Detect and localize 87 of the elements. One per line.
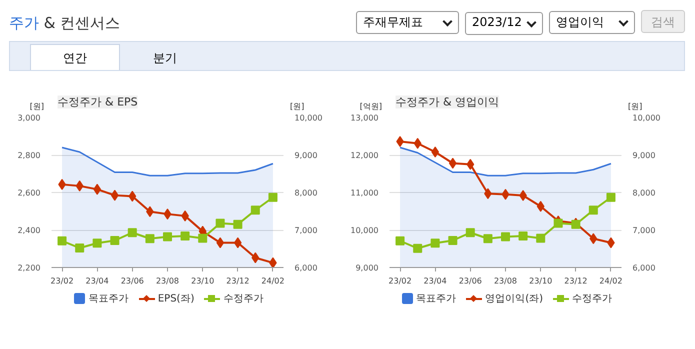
point: [413, 244, 422, 253]
point: [483, 234, 492, 244]
point: [180, 232, 190, 240]
point: [92, 238, 102, 248]
point: [519, 190, 527, 201]
point: [448, 236, 458, 245]
x-tick-label: 24/02: [599, 276, 622, 286]
y2-tick-label: 7,000: [632, 226, 656, 235]
y-tick-label: 2,200: [18, 264, 41, 272]
y-tick-label: 9,000: [356, 264, 379, 272]
y-axis-title: [원]: [28, 101, 44, 112]
y-tick-label: 12,000: [350, 151, 379, 160]
point: [431, 146, 440, 158]
point: [396, 136, 404, 147]
x-tick-label: 23/08: [156, 276, 180, 286]
y2-tick-label: 9,000: [632, 151, 656, 160]
point: [216, 218, 225, 228]
point: [250, 206, 260, 215]
point: [233, 220, 242, 229]
legend-label: 수정주가: [572, 293, 612, 304]
point: [588, 206, 598, 215]
x-tick-label: 23/12: [564, 276, 588, 286]
text: 주가 & 컨센서스: [9, 14, 120, 33]
y2-tick-label: 7,000: [294, 226, 318, 235]
x-tick-label: 23/02: [388, 276, 412, 286]
y-tick-label: 2,800: [18, 151, 41, 160]
point: [536, 234, 546, 243]
legend-label: 목표주가: [416, 293, 456, 304]
y-tick-label: 10,000: [350, 226, 379, 235]
point: [268, 192, 278, 202]
point: [430, 238, 440, 248]
x-tick-label: 23/10: [529, 276, 552, 286]
text: 연간: [30, 44, 120, 70]
y2-tick-label: 6,000: [294, 264, 318, 272]
y2-tick-label: 8,000: [294, 188, 318, 198]
y-tick-label: 2,400: [18, 226, 41, 235]
point: [269, 257, 277, 268]
y2-tick-label: 10,000: [632, 114, 660, 122]
point: [501, 232, 510, 242]
chart-title: 수정주가 & 영업이익: [396, 96, 500, 108]
y2-tick-label: 10,000: [294, 114, 322, 122]
y-tick-label: 3,000: [18, 114, 41, 122]
point: [606, 192, 616, 202]
legend-label: 목표주가: [88, 293, 129, 304]
point: [448, 158, 457, 169]
x-tick-label: 23/02: [50, 276, 74, 286]
point: [128, 228, 137, 238]
point: [396, 236, 405, 246]
x-tick-label: 23/06: [458, 276, 482, 286]
point: [110, 236, 120, 245]
y2-tick-label: 9,000: [294, 151, 318, 160]
y-tick-label: 13,000: [350, 114, 379, 122]
point: [466, 228, 475, 238]
x-tick-label: 24/02: [261, 276, 284, 286]
text: 검색: [641, 10, 685, 33]
point: [518, 232, 528, 240]
y2-tick-label: 8,000: [632, 188, 656, 198]
legend-label: EPS(좌): [158, 293, 194, 304]
point: [93, 184, 102, 195]
point: [554, 218, 563, 228]
chart-title: 수정주가 & EPS: [58, 96, 138, 108]
text: 주재무제표: [356, 11, 459, 34]
point: [110, 190, 119, 201]
text: 2023/12: [465, 12, 543, 35]
point: [216, 237, 224, 248]
y-axis-title: [억원]: [358, 101, 382, 112]
point: [75, 244, 84, 252]
legend-label: 영업이익(좌): [485, 293, 543, 304]
y-tick-label: 11,000: [350, 188, 379, 198]
x-tick-label: 23/10: [191, 276, 214, 286]
y-tick-label: 2,600: [18, 188, 41, 198]
text: 영업이익: [549, 11, 635, 34]
x-tick-label: 23/06: [120, 276, 144, 286]
x-tick-label: 23/04: [86, 276, 109, 286]
x-tick-label: 23/04: [424, 276, 447, 286]
x-tick-label: 23/08: [494, 276, 518, 286]
text: 분기: [152, 50, 178, 67]
point: [145, 234, 154, 244]
point: [58, 236, 67, 246]
y2-tick-label: 6,000: [632, 264, 656, 272]
point: [198, 234, 208, 243]
legend-label: 수정주가: [224, 293, 264, 304]
y2-axis-title: [원]: [628, 101, 642, 112]
x-tick-label: 23/12: [226, 276, 250, 286]
y2-axis-title: [원]: [290, 101, 304, 112]
point: [163, 232, 172, 242]
point: [234, 237, 242, 248]
